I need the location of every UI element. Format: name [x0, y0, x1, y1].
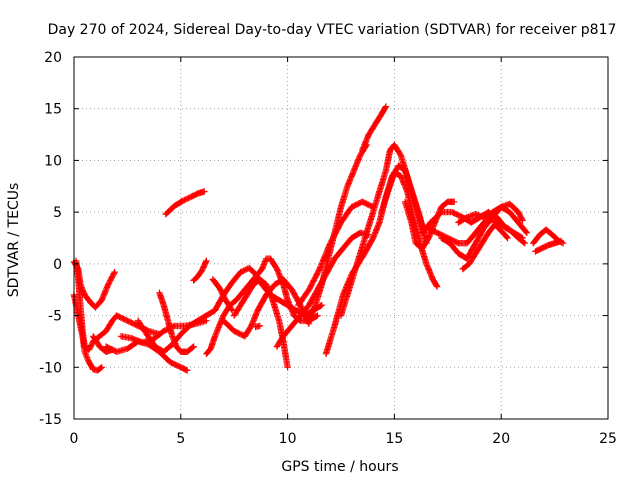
x-tick-label: 15: [385, 431, 403, 447]
data-marks: [90, 333, 116, 355]
y-tick-label: 10: [44, 153, 62, 169]
chart-title: Day 270 of 2024, Sidereal Day-to-day VTE…: [48, 22, 617, 38]
series-track-t: [378, 169, 441, 290]
x-tick-label: 10: [279, 431, 297, 447]
data-marks: [156, 289, 197, 355]
axis-ticks: 0 5 10 15 20 25 -15 -10 -5 0 5 10 15 20: [39, 50, 617, 447]
series-track-h: [162, 188, 208, 218]
y-tick-label: 20: [44, 50, 62, 66]
series-track-g: [156, 289, 197, 355]
series-track-y: [455, 211, 528, 247]
series-track-i: [190, 257, 210, 284]
y-tick-label: 0: [53, 257, 62, 273]
series-track-z: [459, 221, 511, 273]
y-tick-label: 5: [53, 205, 62, 221]
data-marks: [378, 169, 441, 290]
plot-frame: [73, 56, 609, 420]
data-marks: [252, 322, 263, 331]
x-tick-label: 20: [492, 431, 510, 447]
x-tick-label: 25: [599, 431, 617, 447]
data-marks: [305, 141, 370, 324]
data-marks: [190, 257, 210, 284]
y-tick-label: -15: [39, 412, 62, 428]
data-marks: [455, 211, 528, 247]
x-tick-label: 0: [70, 431, 79, 447]
y-tick-label: -5: [48, 309, 62, 325]
data-marks: [209, 276, 236, 314]
series-track-r: [337, 141, 430, 319]
y-axis-label: SDTVAR / TECUs: [6, 183, 22, 298]
data-points: [70, 103, 567, 374]
data-marks: [532, 237, 565, 255]
series-track-p: [305, 141, 370, 324]
series-track-ad: [209, 276, 236, 314]
x-tick-label: 5: [176, 431, 185, 447]
data-marks: [459, 221, 511, 273]
data-marks: [220, 276, 313, 340]
data-marks: [273, 229, 372, 350]
data-marks: [359, 103, 390, 154]
series-track-ae: [252, 322, 263, 331]
series-track-ac: [90, 333, 116, 355]
y-tick-label: 15: [44, 102, 62, 118]
data-marks: [438, 200, 526, 262]
series-track-s: [359, 103, 390, 154]
series-track-m: [220, 276, 313, 340]
x-axis-label: GPS time / hours: [281, 459, 398, 475]
y-tick-label: -10: [39, 360, 62, 376]
series-track-ab: [532, 237, 565, 255]
data-marks: [337, 141, 430, 319]
series-track-x: [438, 200, 526, 262]
grid-lines: [74, 57, 608, 419]
data-marks: [162, 188, 208, 218]
series-track-n: [273, 229, 372, 350]
